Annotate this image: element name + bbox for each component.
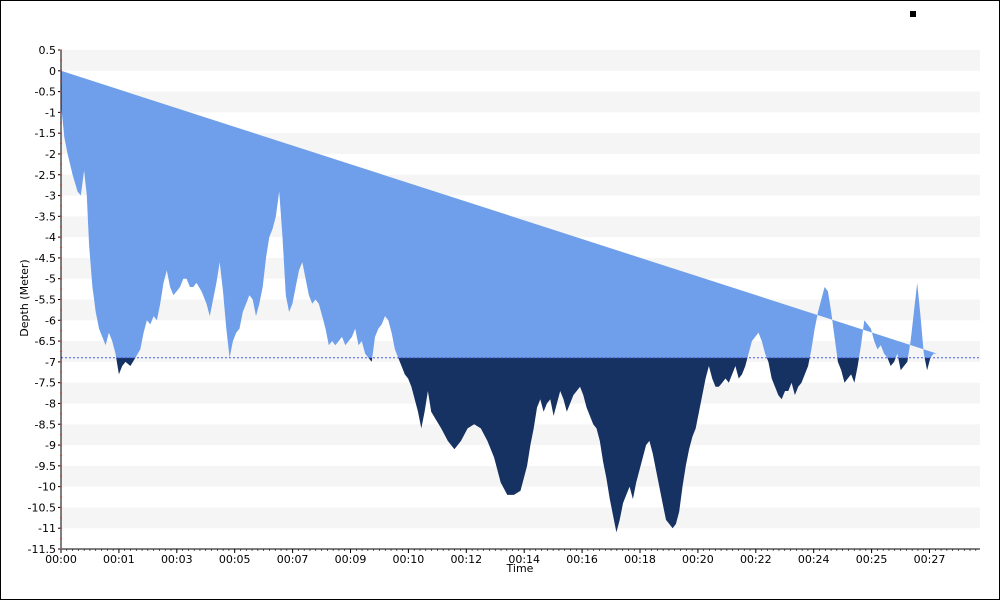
x-tick-label: 00:22 [740, 553, 772, 566]
y-tick-label: -9 [45, 439, 56, 452]
y-tick-label: -2 [45, 148, 56, 161]
x-tick-label: 00:00 [45, 553, 77, 566]
y-tick-label: -7.5 [35, 377, 56, 390]
y-tick-label: 0 [49, 65, 56, 78]
y-tick-label: -1.5 [35, 127, 56, 140]
y-tick-label: -1 [45, 106, 56, 119]
x-tick-label: 00:07 [277, 553, 309, 566]
x-tick-label: 00:10 [393, 553, 425, 566]
y-tick-label: -0.5 [35, 86, 56, 99]
y-axis-ticks: 0.5 0 -0.5 -1 -1.5 -2 -2.5 -3 -3.5 -4 -4.5 -5 -5.5 -6… [28, 44, 62, 556]
x-tick-label: 00:01 [103, 553, 135, 566]
y-tick-label: -3.5 [35, 210, 56, 223]
y-tick-label: -3 [45, 190, 56, 203]
x-tick-label: 00:20 [682, 553, 714, 566]
x-tick-label: 00:05 [219, 553, 251, 566]
x-tick-label: 00:12 [450, 553, 482, 566]
y-tick-label: -8 [45, 397, 56, 410]
legend-marker [910, 11, 916, 17]
x-tick-label: 00:14 [508, 553, 540, 566]
y-tick-label: -2.5 [35, 169, 56, 182]
y-axis-title: Depth (Meter) [18, 259, 31, 336]
depth-area-below-threshold [116, 357, 931, 533]
y-tick-label: -5 [45, 273, 56, 286]
x-tick-label: 00:09 [335, 553, 367, 566]
y-tick-label: -4 [45, 231, 56, 244]
y-tick-label: -4.5 [35, 252, 56, 265]
y-tick-label: -10.5 [28, 501, 56, 514]
grid-band [61, 50, 980, 71]
x-tick-label: 00:27 [914, 553, 946, 566]
y-tick-label: -10 [38, 481, 56, 494]
x-axis-ticks: 00:00 00:01 00:03 00:05 00:07 00:09 00:10 00:12… [45, 549, 977, 566]
y-tick-label: -6.5 [35, 335, 56, 348]
grid-band [61, 91, 980, 113]
grid-band [61, 507, 980, 529]
y-tick-label: 0.5 [39, 44, 57, 57]
x-axis-title: Time [506, 562, 534, 575]
y-tick-label: -9.5 [35, 460, 56, 473]
y-tick-label: -7 [45, 356, 56, 369]
x-tick-label: 00:03 [161, 553, 193, 566]
y-tick-label: -11 [38, 522, 56, 535]
y-tick-label: -6 [45, 314, 56, 327]
y-tick-label: -8.5 [35, 418, 56, 431]
depth-area-above-threshold [61, 70, 937, 358]
y-tick-label: -5.5 [35, 294, 56, 307]
x-tick-label: 00:24 [798, 553, 830, 566]
x-tick-label: 00:18 [624, 553, 656, 566]
x-tick-label: 00:16 [566, 553, 598, 566]
x-tick-label: 00:25 [856, 553, 888, 566]
y-tick-label: -11.5 [28, 543, 56, 556]
